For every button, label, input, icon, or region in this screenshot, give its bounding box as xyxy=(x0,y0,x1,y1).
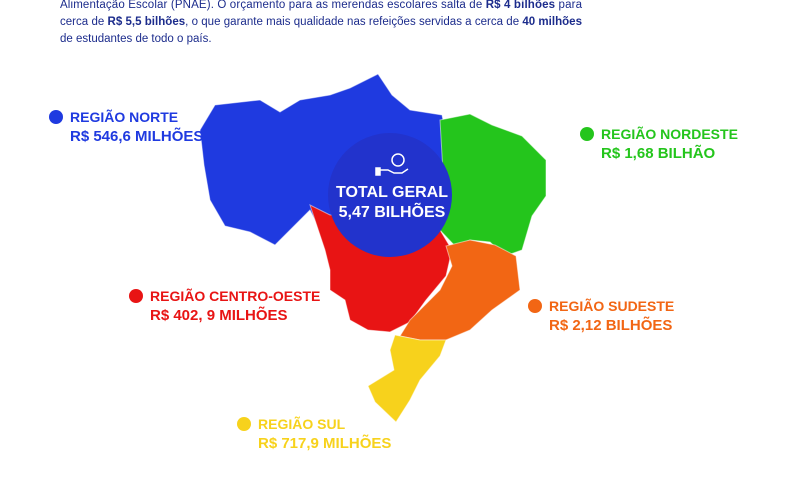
region-dot xyxy=(580,127,594,141)
region-dot xyxy=(528,299,542,313)
region-value: R$ 2,12 BILHÕES xyxy=(549,316,672,334)
region-dot xyxy=(237,417,251,431)
intro-line: cerca de R$ 5,5 bilhões, o que garante m… xyxy=(60,16,582,28)
region-value: R$ 1,68 BILHÃO xyxy=(601,144,716,162)
region-name: REGIÃO CENTRO-OESTE xyxy=(150,287,320,304)
region-sul-shape xyxy=(367,334,447,423)
region-value: R$ 717,9 MILHÕES xyxy=(258,434,391,452)
intro-highlight: R$ 5,5 bilhões xyxy=(108,16,186,28)
total-title: TOTAL GERAL xyxy=(336,184,448,201)
region-value: R$ 402, 9 MILHÕES xyxy=(150,306,288,324)
intro-segment: , o que garante mais qualidade nas refei… xyxy=(185,16,522,28)
intro-segment: cerca de xyxy=(60,16,107,28)
total-circle xyxy=(328,133,452,257)
region-name: REGIÃO SUL xyxy=(258,415,346,432)
region-dot xyxy=(49,110,63,124)
region-nordeste-shape xyxy=(437,113,547,257)
intro-highlight: R$ 4 bilhões xyxy=(486,0,555,11)
intro-text: Alimentação Escolar (PNAE). O orçamento … xyxy=(60,0,583,45)
total-value: 5,47 BILHÕES xyxy=(339,201,446,221)
region-dot xyxy=(129,289,143,303)
region-name: REGIÃO NORDESTE xyxy=(601,125,738,142)
region-labels: REGIÃO NORTE R$ 546,6 MILHÕES REGIÃO NORDE… xyxy=(49,108,738,452)
region-value: R$ 546,6 MILHÕES xyxy=(70,127,203,145)
intro-segment: de estudantes de todo o país. xyxy=(60,33,212,45)
intro-line: de estudantes de todo o país. xyxy=(60,33,212,45)
intro-line: Alimentação Escolar (PNAE). O orçamento … xyxy=(60,0,583,11)
intro-segment: Alimentação Escolar (PNAE). O orçamento … xyxy=(60,0,486,11)
intro-segment: para xyxy=(555,0,582,11)
region-sudeste-shape xyxy=(399,239,521,341)
region-name: REGIÃO SUDESTE xyxy=(549,297,674,314)
money-icon xyxy=(375,153,409,176)
intro-highlight: 40 milhões xyxy=(522,16,582,28)
region-name: REGIÃO NORTE xyxy=(70,108,178,125)
